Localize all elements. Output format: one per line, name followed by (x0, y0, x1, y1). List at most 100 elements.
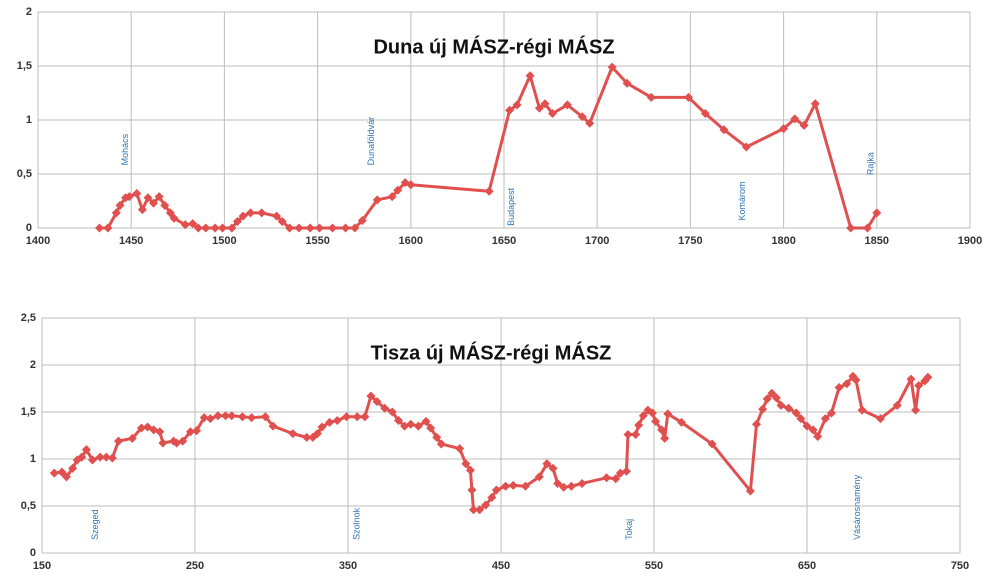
marker (247, 413, 257, 423)
y-tick-label: 2 (30, 359, 36, 371)
marker (467, 485, 477, 495)
marker (857, 405, 867, 415)
y-tick-label: 0,5 (21, 500, 36, 512)
annotation: Budapest (506, 187, 516, 226)
marker (791, 408, 801, 418)
marker (205, 414, 215, 424)
y-tick-label: 2 (26, 6, 32, 18)
annotation: Szolnok (352, 507, 362, 540)
marker (802, 421, 812, 431)
marker (559, 482, 569, 492)
marker (107, 453, 117, 463)
marker (81, 445, 91, 455)
marker (566, 481, 576, 491)
marker (468, 505, 478, 515)
marker (158, 438, 168, 448)
annotation: Szeged (90, 509, 100, 540)
marker (542, 459, 552, 469)
marker (393, 415, 403, 425)
marker (767, 388, 777, 398)
marker (245, 208, 255, 218)
marker (260, 412, 270, 422)
marker (227, 223, 237, 233)
chart-title: Tisza új MÁSZ-régi MÁSZ (371, 341, 612, 364)
marker (328, 223, 338, 233)
marker (426, 423, 436, 433)
marker (393, 185, 403, 195)
marker (406, 180, 416, 190)
marker (842, 379, 852, 389)
marker (192, 426, 202, 436)
marker (95, 452, 105, 462)
marker (101, 452, 111, 462)
marker (779, 124, 789, 134)
marker (360, 412, 370, 422)
chart-title: Duna új MÁSZ-régi MÁSZ (373, 35, 614, 58)
marker (149, 198, 159, 208)
chart: 0 0,5 1 1,5 2 1400 1450 1500 1550 1600 1650 1700 175… (17, 6, 983, 247)
y-tick-label: 0 (30, 547, 36, 559)
x-tick-label: 150 (33, 560, 51, 572)
marker (660, 433, 670, 443)
marker (851, 375, 861, 385)
marker (808, 425, 818, 435)
marker (923, 372, 933, 382)
marker (380, 403, 390, 413)
y-tick-label: 1,5 (17, 60, 32, 72)
marker (143, 193, 153, 203)
marker (57, 467, 67, 477)
marker (111, 208, 121, 218)
marker (325, 417, 335, 427)
marker (745, 486, 755, 496)
marker (677, 417, 687, 427)
marker (155, 427, 165, 437)
marker (61, 472, 71, 482)
y-tick-label: 1 (30, 453, 36, 465)
marker (314, 223, 324, 233)
marker (165, 208, 175, 218)
chart: 0 0,5 1 1,5 2 2,5 150 250 350 450 550 650 750 Tisza ú… (21, 312, 969, 572)
marker (257, 208, 267, 218)
marker (237, 412, 247, 422)
marker (210, 223, 220, 233)
marker (199, 413, 209, 423)
x-tick-label: 1850 (865, 235, 889, 247)
y-tick-label: 1 (26, 114, 32, 126)
marker (366, 391, 376, 401)
marker (826, 408, 836, 418)
marker (180, 220, 190, 230)
marker (638, 411, 648, 421)
marker (914, 381, 924, 391)
marker (185, 427, 195, 437)
marker (621, 466, 631, 476)
marker (607, 62, 617, 72)
x-tick-label: 650 (798, 560, 816, 572)
marker (577, 478, 587, 488)
marker (663, 409, 673, 419)
marker (508, 480, 518, 490)
marker (372, 397, 382, 407)
marker (752, 419, 762, 429)
marker (465, 465, 475, 475)
marker (461, 459, 471, 469)
marker (790, 114, 800, 124)
marker (268, 421, 278, 431)
marker (132, 188, 142, 198)
x-tick-label: 250 (186, 560, 204, 572)
marker (758, 404, 768, 414)
marker (547, 109, 557, 119)
marker (776, 400, 786, 410)
x-tick-label: 350 (339, 560, 357, 572)
marker (227, 411, 237, 421)
marker (372, 195, 382, 205)
marker (213, 411, 223, 421)
marker (846, 223, 856, 233)
marker (406, 419, 416, 429)
marker (413, 421, 423, 431)
marker (455, 444, 465, 454)
marker (160, 200, 170, 210)
marker (611, 474, 621, 484)
marker (540, 99, 550, 109)
marker (585, 118, 595, 128)
